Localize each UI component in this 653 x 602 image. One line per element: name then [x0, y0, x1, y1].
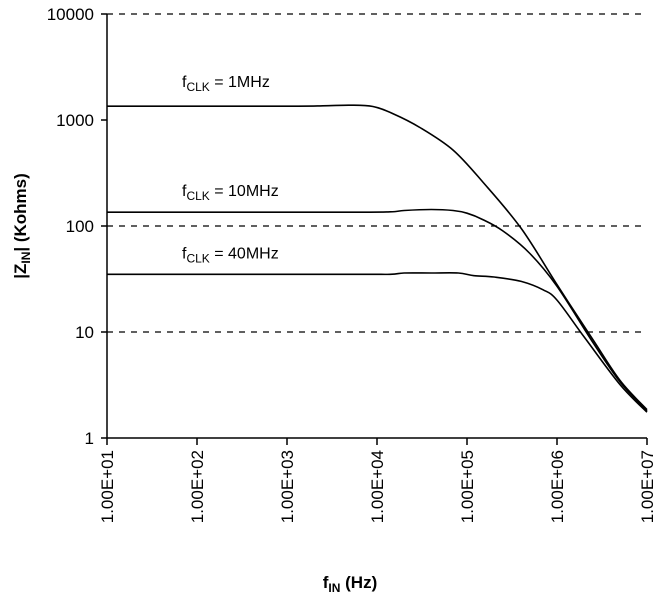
series-label-post: = 1MHz: [210, 74, 270, 91]
x-axis-title-sub: IN: [328, 581, 340, 595]
gridlines: [107, 13, 647, 333]
y-tick-label: 100: [66, 217, 94, 236]
x-tick-label: 1.00E+06: [548, 450, 567, 523]
series-label-1: fCLK = 1MHz: [182, 74, 270, 94]
series-label-main: f: [182, 245, 187, 262]
y-tick-label: 1: [85, 429, 94, 448]
series-label-main: f: [182, 183, 187, 200]
x-axis-title-main: f: [323, 573, 329, 592]
series: [106, 104, 648, 413]
x-tick-label: 1.00E+01: [98, 450, 117, 523]
x-tick-label: 1.00E+02: [188, 450, 207, 523]
x-tick-label: 1.00E+03: [278, 450, 297, 523]
x-tick-label: 1.00E+05: [458, 450, 477, 523]
series-label-sub: CLK: [186, 80, 209, 94]
y-axis-title-sub: IN: [19, 252, 33, 264]
x-tick-label: 1.00E+07: [638, 450, 653, 523]
y-tick-label: 1000: [56, 111, 94, 130]
y-tick-label: 10: [75, 323, 94, 342]
y-axis-title-post: | (Kohms): [11, 173, 30, 251]
y-tick-label: 10000: [47, 5, 94, 24]
x-axis-title-unit: (Hz): [340, 573, 377, 592]
series-line-2: [107, 208, 648, 412]
y-axis-title-pre: |Z: [11, 264, 30, 279]
x-tick-label: 1.00E+04: [368, 450, 387, 523]
series-label-post: = 40MHz: [210, 245, 279, 262]
series-label-post: = 10MHz: [210, 183, 279, 200]
series-line-1: [106, 104, 648, 411]
series-label-sub: CLK: [186, 251, 209, 265]
y-axis-title: |ZIN| (Kohms): [11, 173, 33, 279]
series-label-3: fCLK = 40MHz: [182, 245, 279, 265]
series-label-main: f: [182, 74, 187, 91]
series-label-sub: CLK: [186, 189, 209, 203]
series-label-2: fCLK = 10MHz: [182, 183, 279, 203]
series-line-3: [107, 272, 648, 413]
x-axis-title: fIN (Hz): [323, 573, 378, 595]
ticks: 1 10 100 1000 10000 1.00E+01 1.00E+02 1.00E+03 1…: [47, 5, 653, 523]
